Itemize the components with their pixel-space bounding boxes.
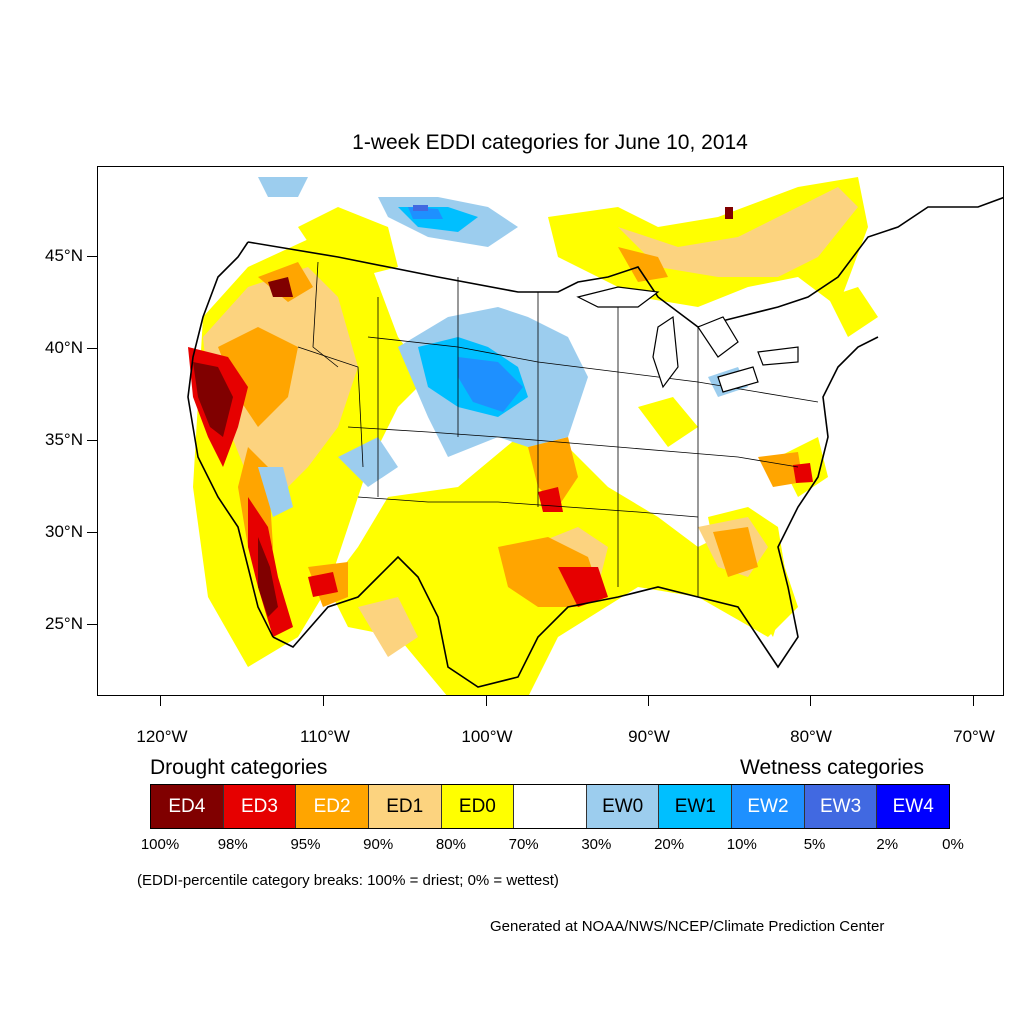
- lon-tick-120: [160, 696, 161, 706]
- percentile-label: 98%: [217, 836, 248, 853]
- lon-tick-100: [486, 696, 487, 706]
- credit-line: Generated at NOAA/NWS/NCEP/Climate Predi…: [490, 918, 885, 935]
- legend-cell-ew4: EW4: [877, 785, 950, 828]
- percentile-label: 5%: [803, 836, 826, 853]
- drought-categories-heading: Drought categories: [150, 756, 328, 779]
- percentile-label: 80%: [435, 836, 466, 853]
- legend-cell-ed4: ED4: [151, 785, 224, 828]
- legend-cell-ew1: EW1: [659, 785, 733, 828]
- lon-label-80: 80°W: [790, 727, 832, 746]
- lat-tick-30: [87, 532, 97, 533]
- lon-tick-110: [323, 696, 324, 706]
- lon-label-110: 110°W: [300, 727, 350, 746]
- legend-cell-ed0: ED0: [441, 785, 515, 828]
- legend-cell-ed2: ED2: [296, 785, 369, 828]
- lon-label-100: 100°W: [461, 727, 513, 746]
- legend-cell-neutral: [514, 785, 587, 828]
- lat-label-35: 35°N: [45, 430, 83, 449]
- legend-cell-ed3: ED3: [223, 785, 297, 828]
- eddi-map: [97, 166, 1004, 696]
- legend-cell-ew3: EW3: [804, 785, 878, 828]
- category-legend-bar: ED4 ED3 ED2 ED1 ED0 EW0 EW1 EW2 EW3 EW4: [150, 784, 950, 829]
- percentile-label: 20%: [654, 836, 685, 853]
- great-lakes: [576, 286, 799, 393]
- percentile-label: 100%: [140, 836, 180, 853]
- lat-label-30: 30°N: [45, 522, 83, 541]
- map-title: 1-week EDDI categories for June 10, 2014: [352, 131, 748, 154]
- ew3-areas: [413, 205, 428, 211]
- lon-label-90: 90°W: [628, 727, 670, 746]
- legend-cell-ew2: EW2: [732, 785, 805, 828]
- percentile-label: 95%: [290, 836, 321, 853]
- ew2-areas: [408, 207, 523, 412]
- lon-label-70: 70°W: [953, 727, 995, 746]
- percentile-label: 2%: [876, 836, 899, 853]
- wetness-categories-heading: Wetness categories: [740, 756, 925, 779]
- lon-label-120: 120°W: [136, 727, 188, 746]
- lat-tick-40: [87, 348, 97, 349]
- lat-label-45: 45°N: [45, 246, 83, 265]
- eddi-map-canvas: [187, 177, 1003, 695]
- lon-tick-90: [648, 696, 649, 706]
- lat-tick-35: [87, 440, 97, 441]
- lon-tick-80: [810, 696, 811, 706]
- lat-tick-25: [87, 624, 97, 625]
- category-breaks-note: (EDDI-percentile category breaks: 100% =…: [137, 872, 559, 889]
- percentile-label: 90%: [363, 836, 394, 853]
- percentile-label: 30%: [581, 836, 612, 853]
- state-borders: [297, 261, 819, 597]
- percentile-label: 70%: [508, 836, 539, 853]
- lon-tick-70: [973, 696, 974, 706]
- legend-cell-ed1: ED1: [368, 785, 442, 828]
- percentile-label: 0%: [942, 836, 964, 853]
- ed4-areas: [193, 207, 733, 617]
- lat-label-40: 40°N: [45, 338, 83, 357]
- percentile-label: 10%: [726, 836, 757, 853]
- legend-cell-ew0: EW0: [586, 785, 660, 828]
- lat-label-25: 25°N: [45, 614, 83, 633]
- lat-tick-45: [87, 256, 97, 257]
